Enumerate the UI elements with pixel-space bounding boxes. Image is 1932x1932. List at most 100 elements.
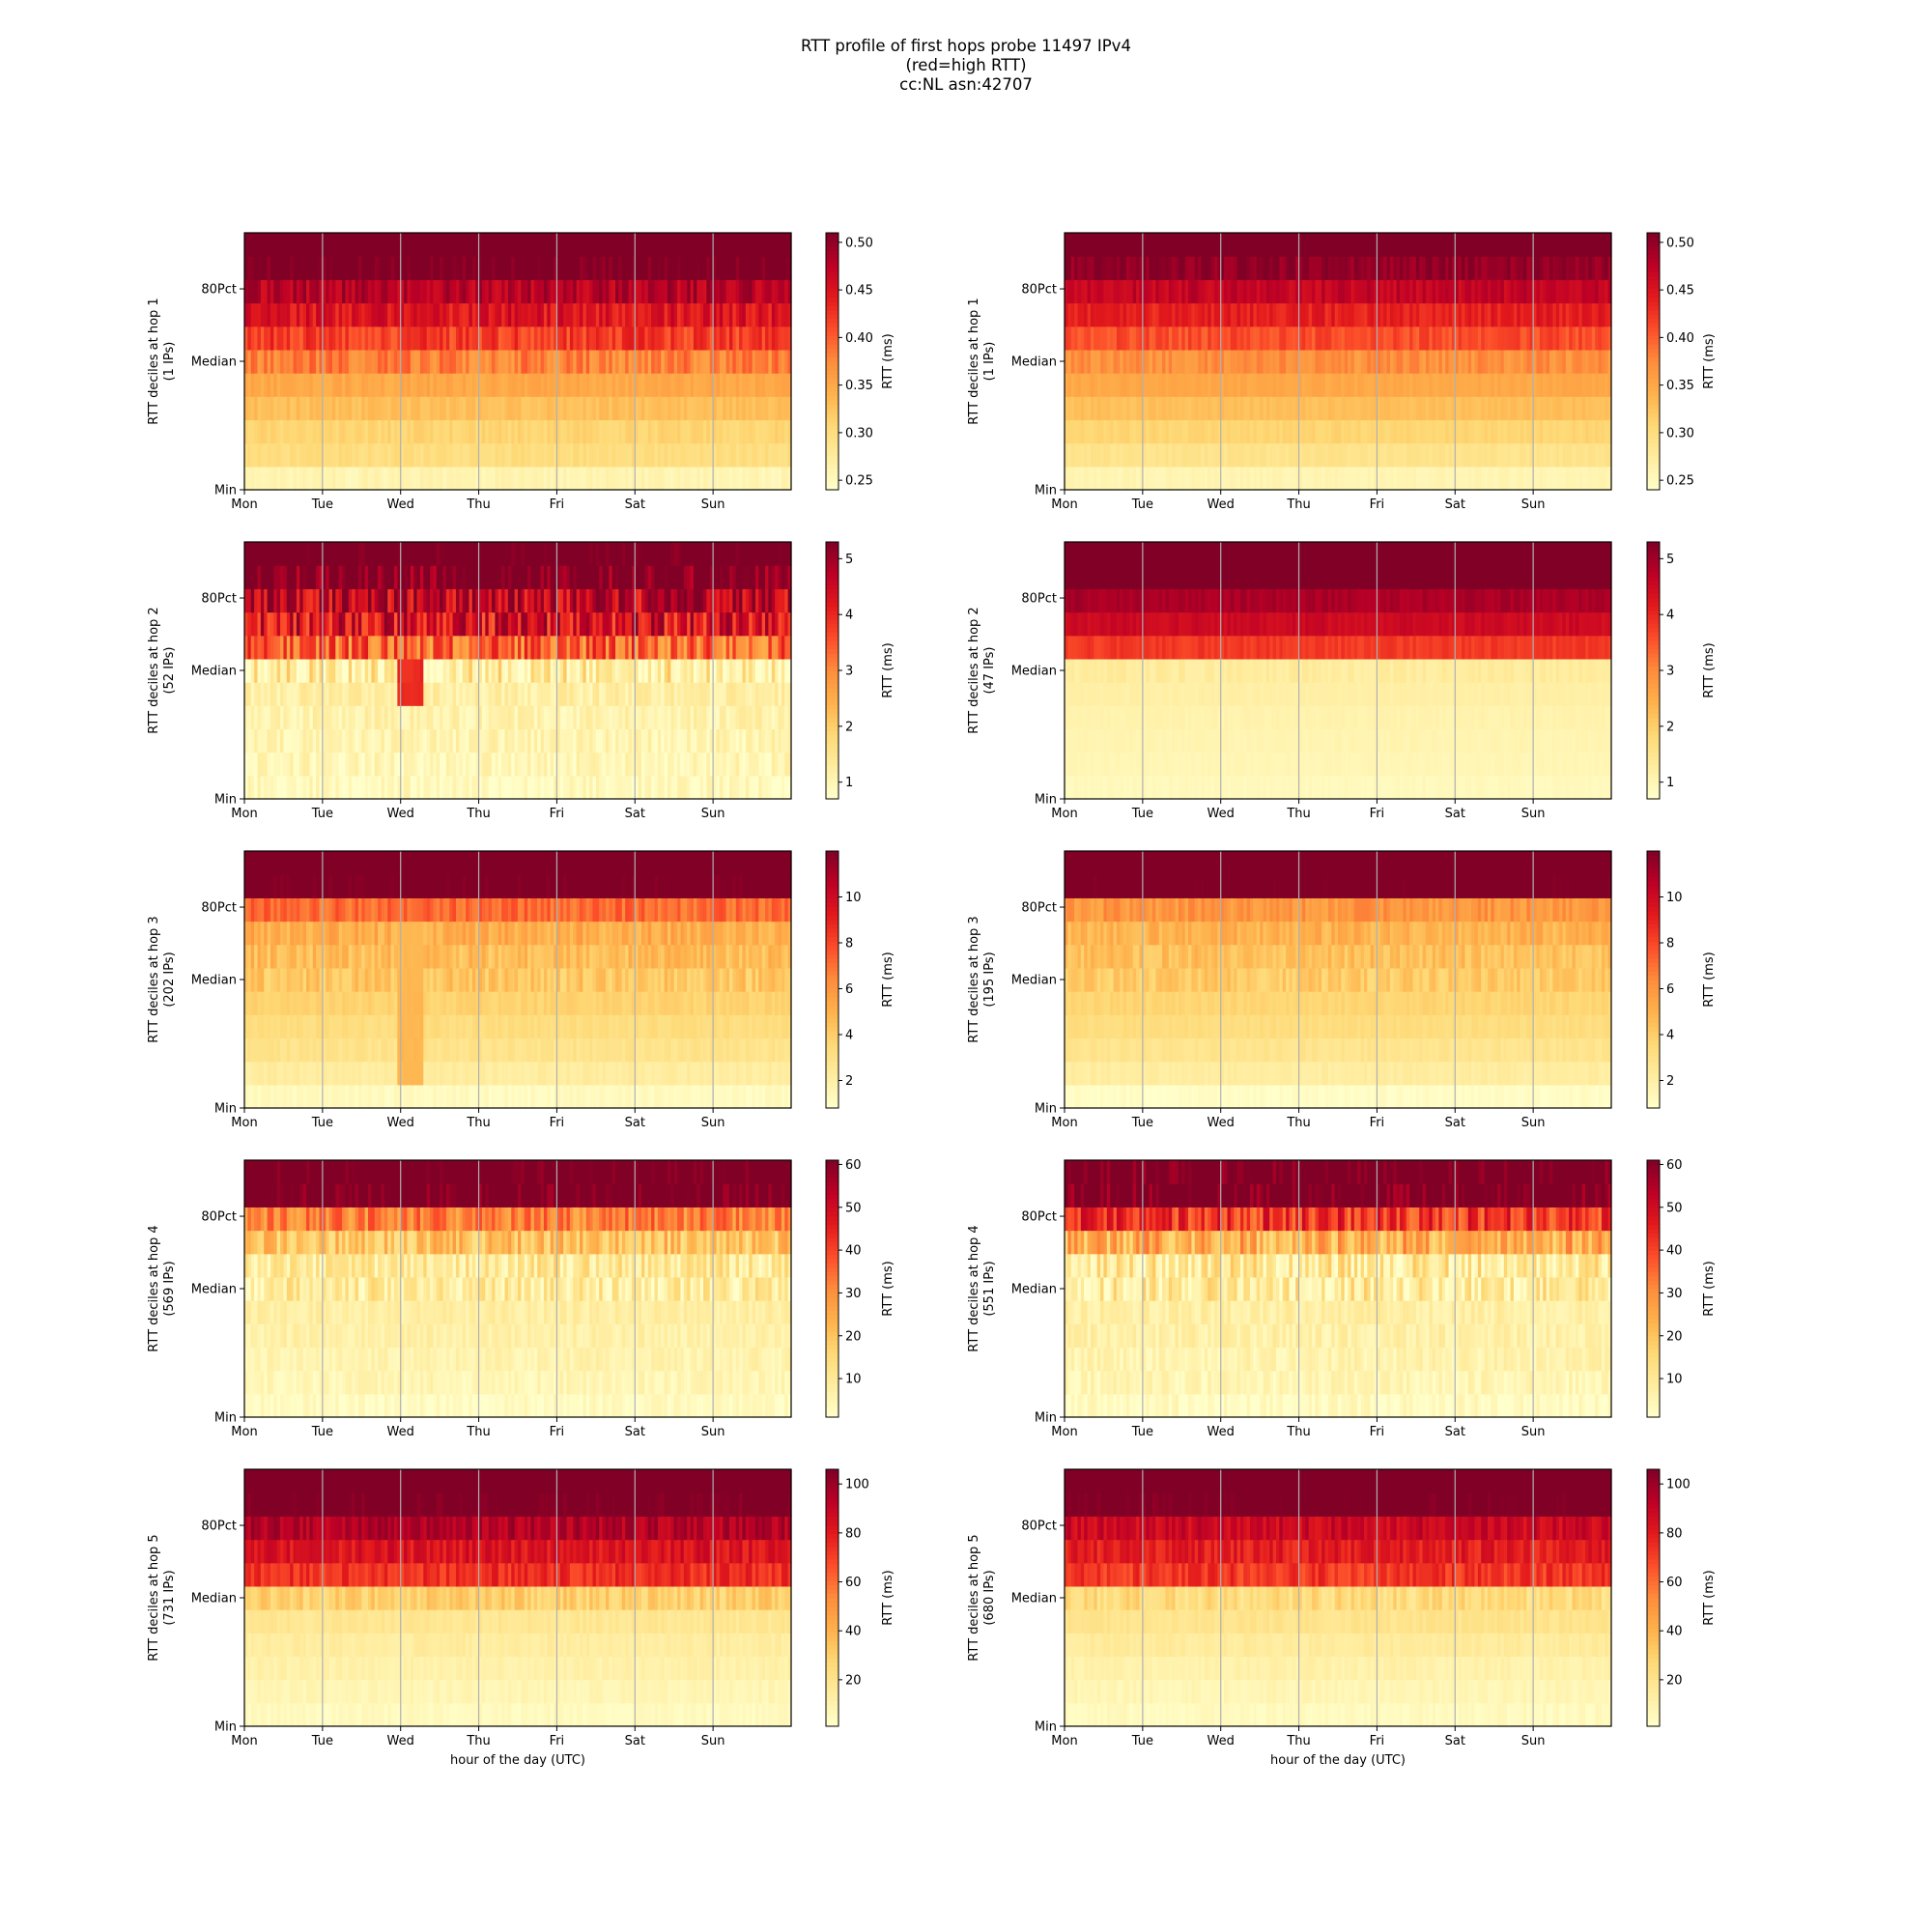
heatmap-cell: [459, 256, 464, 280]
heatmap-cell: [471, 233, 476, 257]
colorbar-segment: [1647, 365, 1660, 371]
heatmap-cell: [247, 442, 252, 468]
colorbar-segment: [826, 429, 838, 435]
heatmap-cell: [257, 373, 262, 397]
colorbar-segment: [826, 356, 838, 362]
heatmap-cell: [407, 442, 412, 468]
heatmap-cell: [312, 256, 317, 280]
heatmap-cell: [368, 233, 372, 257]
heatmap-cell: [361, 349, 366, 374]
heatmap-cell: [390, 373, 395, 397]
heatmap-cell: [407, 466, 412, 491]
heatmap-cell: [342, 466, 347, 491]
heatmap-cell: [449, 442, 454, 468]
heatmap-cell: [355, 279, 359, 304]
heatmap-cell: [299, 419, 304, 444]
heatmap-cell: [312, 373, 317, 397]
heatmap-cell: [290, 233, 295, 257]
heatmap-cell: [364, 302, 369, 327]
heatmap-cell: [426, 396, 431, 421]
heatmap-cell: [276, 373, 281, 397]
heatmap-cell: [475, 233, 480, 257]
heatmap-cell: [319, 419, 324, 444]
heatmap-cell: [264, 396, 269, 421]
heatmap-cell: [276, 466, 281, 491]
heatmap-cell: [423, 233, 428, 257]
heatmap-cell: [357, 302, 362, 327]
heatmap-cell: [423, 349, 428, 374]
heatmap-cell: [466, 466, 470, 491]
heatmap-cell: [322, 302, 327, 327]
heatmap-cell: [338, 373, 343, 397]
heatmap-cell: [462, 466, 467, 491]
heatmap-cell: [283, 279, 288, 304]
heatmap-cell: [440, 279, 444, 304]
heatmap-cell: [328, 326, 333, 351]
heatmap-cell: [296, 326, 300, 351]
heatmap-cell: [459, 279, 464, 304]
heatmap-cell: [466, 419, 470, 444]
heatmap-cell: [319, 302, 324, 327]
heatmap-cell: [393, 466, 398, 491]
heatmap-cell: [413, 373, 418, 397]
colorbar-segment: [826, 258, 838, 264]
heatmap-cell: [250, 396, 255, 421]
heatmap-cell: [452, 326, 457, 351]
colorbar-label: RTT (ms): [881, 333, 895, 388]
colorbar-segment: [1647, 293, 1660, 298]
heatmap-cell: [302, 349, 307, 374]
heatmap-cell: [247, 396, 252, 421]
heatmap-cell: [254, 326, 259, 351]
x-tick-label: Fri: [550, 497, 565, 512]
heatmap-cell: [449, 466, 454, 491]
heatmap-cell: [352, 373, 356, 397]
heatmap-cell: [326, 349, 330, 374]
heatmap-cell: [338, 326, 343, 351]
heatmap-cell: [400, 373, 405, 397]
heatmap-cell: [423, 396, 428, 421]
heatmap-cell: [290, 279, 295, 304]
heatmap-cell: [270, 302, 274, 327]
heatmap-cell: [419, 442, 424, 468]
heatmap-cell: [244, 373, 248, 397]
heatmap-cell: [485, 373, 490, 397]
heatmap-cell: [452, 302, 457, 327]
heatmap-cell: [393, 419, 398, 444]
colorbar-segment: [1647, 339, 1660, 345]
heatmap-cell: [250, 349, 255, 374]
heatmap-cell: [348, 466, 353, 491]
heatmap-cell: [283, 396, 288, 421]
colorbar-segment: [826, 459, 838, 465]
heatmap-cell: [296, 279, 300, 304]
heatmap-cell: [335, 326, 340, 351]
colorbar-segment: [826, 237, 838, 242]
heatmap-cell: [481, 326, 486, 351]
heatmap-cell: [400, 326, 405, 351]
heatmap-cell: [436, 466, 440, 491]
heatmap-cell: [462, 419, 467, 444]
colorbar-segment: [826, 374, 838, 380]
heatmap-cell: [257, 233, 262, 257]
heatmap-cell: [316, 466, 321, 491]
heatmap-cell: [342, 233, 347, 257]
colorbar-segment: [826, 464, 838, 469]
heatmap-cell: [364, 396, 369, 421]
colorbar-segment: [1647, 297, 1660, 302]
heatmap-cell: [357, 349, 362, 374]
heatmap-cell: [445, 302, 450, 327]
colorbar-segment: [826, 297, 838, 302]
heatmap-cell: [316, 442, 321, 468]
heatmap-cell: [326, 373, 330, 397]
colorbar-segment: [826, 254, 838, 260]
heatmap-cell: [378, 302, 383, 327]
heatmap-cell: [416, 326, 421, 351]
heatmap-cell: [267, 419, 271, 444]
heatmap-cell: [436, 233, 440, 257]
heatmap-cell: [283, 349, 288, 374]
heatmap-cell: [371, 279, 376, 304]
colorbar-segment: [1647, 361, 1660, 367]
colorbar-segment: [826, 446, 838, 452]
heatmap-cell: [430, 326, 435, 351]
